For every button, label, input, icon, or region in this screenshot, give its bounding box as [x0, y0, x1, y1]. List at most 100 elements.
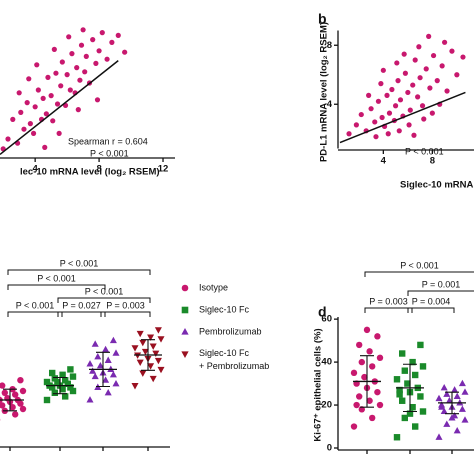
point [112, 379, 120, 387]
point [444, 88, 450, 94]
x-axis-label: lec-10 mRNA level (log₂ RSEM) [20, 167, 160, 178]
point [43, 378, 51, 386]
legend-label: Pembrolizumab [199, 326, 262, 336]
point [62, 377, 69, 384]
point [461, 388, 469, 395]
point [350, 369, 358, 377]
p-value: P < 0.001 [16, 300, 55, 310]
point [384, 92, 390, 98]
point [58, 83, 64, 89]
point [93, 60, 99, 66]
sd-bar [96, 351, 110, 388]
point [152, 350, 160, 358]
point [59, 371, 66, 378]
point [86, 396, 94, 403]
point [396, 386, 403, 394]
point [50, 118, 56, 124]
point [43, 396, 51, 404]
point [380, 67, 386, 73]
point [78, 42, 85, 48]
point [358, 358, 365, 366]
point [104, 356, 112, 363]
point [363, 326, 371, 334]
point [412, 371, 419, 379]
point [440, 407, 448, 415]
point [427, 85, 433, 91]
bracket [364, 307, 413, 313]
point [406, 122, 412, 128]
point [136, 359, 144, 367]
point [417, 393, 424, 400]
point [16, 90, 22, 96]
point [30, 130, 37, 136]
point [406, 410, 414, 417]
point [421, 116, 427, 122]
x-tick-label: 8 [96, 164, 101, 175]
point [445, 396, 453, 404]
point [51, 46, 57, 53]
point [0, 382, 6, 389]
y-tick-label: 60 [321, 314, 332, 325]
point [376, 401, 384, 409]
point [409, 403, 416, 411]
point [10, 116, 16, 122]
point [24, 100, 30, 106]
point [27, 121, 33, 127]
point [393, 434, 401, 441]
point [35, 87, 41, 93]
point [366, 397, 373, 404]
point [131, 383, 139, 390]
y-tick-label: 4 [327, 99, 333, 110]
point [401, 51, 407, 57]
point [141, 348, 149, 356]
point [115, 32, 121, 39]
point [157, 366, 165, 374]
point [90, 37, 96, 43]
point [419, 103, 426, 109]
point [56, 130, 62, 136]
point [32, 104, 38, 110]
sd-bar [445, 391, 459, 415]
point [54, 378, 61, 386]
point [372, 119, 378, 125]
fit-line [339, 91, 466, 144]
point [386, 110, 393, 116]
point [77, 77, 83, 83]
point [67, 366, 74, 373]
point [49, 369, 56, 377]
point [401, 414, 408, 422]
point [48, 93, 54, 99]
x-tick-label: 4 [381, 156, 387, 167]
y-axis-label: Ki-67⁺ epithelial cells (%) [313, 328, 324, 441]
point [94, 352, 102, 360]
bracket [57, 297, 151, 303]
y-tick-label: 8 [327, 40, 332, 51]
sd-bar [360, 355, 374, 408]
point [139, 370, 147, 377]
point [40, 95, 46, 101]
point [385, 131, 391, 137]
point [51, 389, 58, 396]
point [74, 65, 80, 71]
point [157, 336, 165, 343]
point [374, 388, 381, 396]
bracket [407, 307, 455, 313]
point [109, 370, 117, 378]
point [412, 57, 418, 63]
point [451, 386, 459, 393]
point [12, 391, 19, 398]
point [53, 70, 59, 76]
point [379, 114, 385, 121]
point [461, 416, 469, 423]
point [409, 358, 416, 366]
point [34, 62, 40, 68]
bracket [7, 284, 106, 290]
point [373, 134, 379, 140]
p-value: P = 0.001 [422, 279, 461, 289]
x-tick-label: 4 [33, 164, 39, 175]
point [154, 327, 162, 334]
point [399, 350, 406, 357]
point [392, 103, 399, 109]
point [416, 44, 422, 50]
